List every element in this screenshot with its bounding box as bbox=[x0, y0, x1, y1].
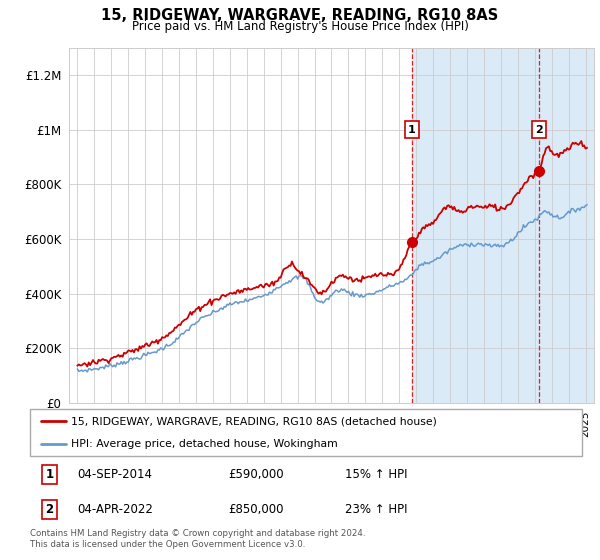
Text: 04-SEP-2014: 04-SEP-2014 bbox=[77, 468, 152, 481]
Text: 2: 2 bbox=[535, 125, 543, 134]
Text: Contains HM Land Registry data © Crown copyright and database right 2024.
This d: Contains HM Land Registry data © Crown c… bbox=[30, 529, 365, 549]
Text: 1: 1 bbox=[45, 468, 53, 481]
Text: 2: 2 bbox=[45, 503, 53, 516]
Text: 1: 1 bbox=[408, 125, 416, 134]
Bar bbox=[412, 48, 539, 403]
Text: 15% ↑ HPI: 15% ↑ HPI bbox=[344, 468, 407, 481]
Text: 23% ↑ HPI: 23% ↑ HPI bbox=[344, 503, 407, 516]
Text: £590,000: £590,000 bbox=[229, 468, 284, 481]
Bar bbox=[539, 48, 594, 403]
Text: 04-APR-2022: 04-APR-2022 bbox=[77, 503, 153, 516]
Text: Price paid vs. HM Land Registry's House Price Index (HPI): Price paid vs. HM Land Registry's House … bbox=[131, 20, 469, 32]
FancyBboxPatch shape bbox=[30, 409, 582, 456]
Text: HPI: Average price, detached house, Wokingham: HPI: Average price, detached house, Woki… bbox=[71, 439, 338, 449]
Text: £850,000: £850,000 bbox=[229, 503, 284, 516]
Text: 15, RIDGEWAY, WARGRAVE, READING, RG10 8AS (detached house): 15, RIDGEWAY, WARGRAVE, READING, RG10 8A… bbox=[71, 416, 437, 426]
Text: 15, RIDGEWAY, WARGRAVE, READING, RG10 8AS: 15, RIDGEWAY, WARGRAVE, READING, RG10 8A… bbox=[101, 8, 499, 24]
